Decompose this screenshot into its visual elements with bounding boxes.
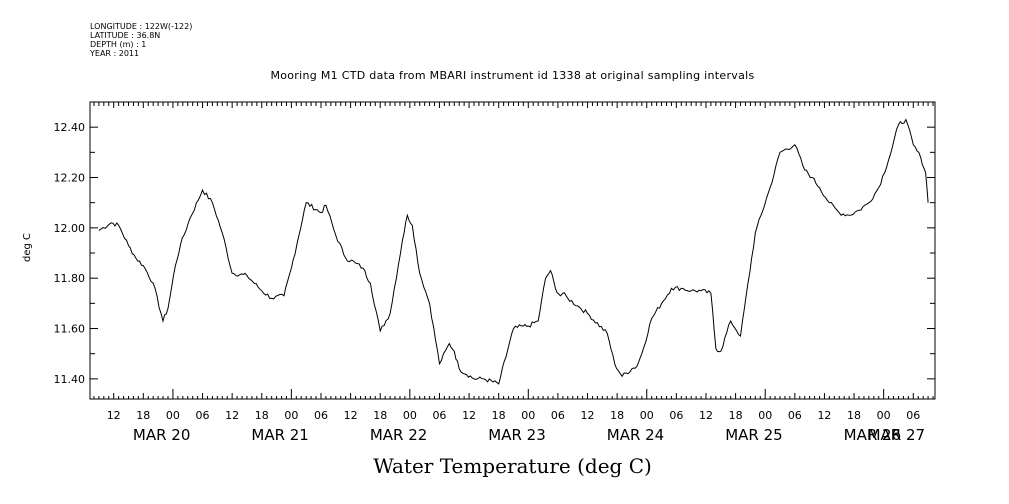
x-hour-label: 18 [373,409,387,422]
x-day-label: MAR 22 [370,426,427,444]
depth-text: DEPTH (m) : 1 [90,40,147,49]
x-hour-label: 18 [136,409,150,422]
y-tick-label: 12.40 [54,121,86,134]
axis-ticks [90,101,935,399]
x-hour-label: 12 [462,409,476,422]
x-hour-label: 06 [669,409,683,422]
y-tick-label: 11.80 [54,272,86,285]
x-hour-label: 12 [817,409,831,422]
x-hour-label: 00 [521,409,535,422]
x-day-label: MAR 26 [844,426,901,444]
x-hour-label: 00 [403,409,417,422]
x-hour-label: 18 [610,409,624,422]
x-hour-label: 00 [166,409,180,422]
chart-title: Mooring M1 CTD data from MBARI instrumen… [270,69,755,82]
plot-frame [89,101,936,400]
y-tick-labels: 11.40 11.60 11.80 12.00 12.20 12.40 [54,121,86,386]
x-day-label: MAR 23 [488,426,545,444]
x-hour-label: 00 [284,409,298,422]
x-hour-label: 00 [877,409,891,422]
x-hour-label: 00 [640,409,654,422]
y-tick-label: 12.20 [54,172,86,185]
x-hour-label: 12 [225,409,239,422]
x-hour-label: 18 [492,409,506,422]
x-hour-label: 06 [906,409,920,422]
x-hour-label: 06 [432,409,446,422]
x-hour-label: 06 [788,409,802,422]
x-day-labels: MAR 20 MAR 21 MAR 22 MAR 23 MAR 24 MAR 25 MAR … [133,426,925,444]
x-tick-labels: 12 18 00 06 12 18 00 06 12 18 00 06 12 18 00 06 12 18 00 06… [107,409,921,422]
x-day-label: MAR 27 [868,426,925,444]
x-hour-label: 18 [255,409,269,422]
y-tick-label: 11.60 [54,323,86,336]
x-hour-label: 12 [344,409,358,422]
series-line [98,118,929,385]
x-hour-label: 12 [107,409,121,422]
x-day-label: MAR 25 [725,426,782,444]
x-hour-label: 12 [581,409,595,422]
y-axis-label: deg C [22,232,33,262]
longitude-text: LONGITUDE : 122W(-122) [90,22,193,31]
x-hour-label: 06 [551,409,565,422]
x-day-label: MAR 24 [607,426,664,444]
variable-title: Water Temperature (deg C) [373,454,652,478]
metadata-block: LONGITUDE : 122W(-122) LATITUDE : 36.8N … [90,22,192,58]
x-hour-label: 00 [758,409,772,422]
x-hour-label: 18 [729,409,743,422]
x-hour-label: 06 [314,409,328,422]
x-hour-label: 12 [699,409,713,422]
x-day-label: MAR 21 [251,426,308,444]
latitude-text: LATITUDE : 36.8N [90,31,161,40]
x-hour-label: 06 [196,409,210,422]
x-day-label: MAR 20 [133,426,190,444]
year-text: YEAR : 2011 [90,49,140,58]
y-tick-label: 11.40 [54,373,86,386]
y-tick-label: 12.00 [54,222,86,235]
x-hour-label: 18 [847,409,861,422]
